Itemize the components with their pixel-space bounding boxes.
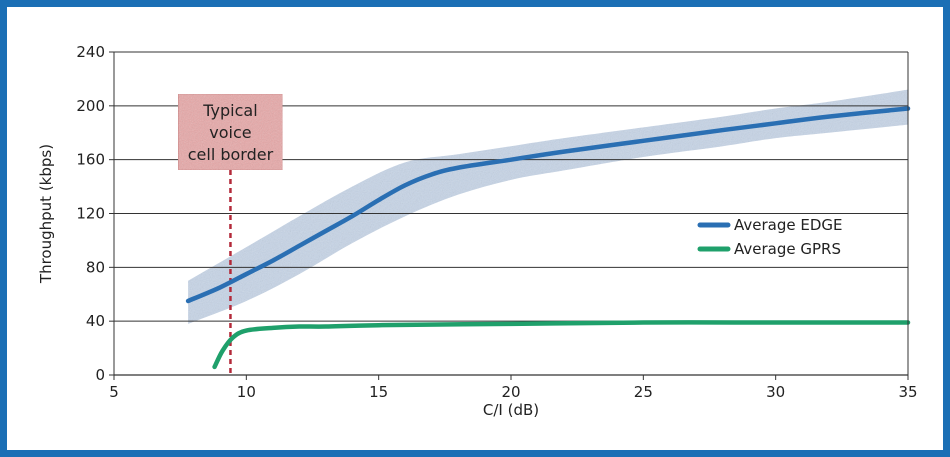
annotation-text-line-2: cell border <box>188 145 274 164</box>
edge-variability-band <box>188 89 908 324</box>
y-tick-label-0: 0 <box>95 366 105 384</box>
annotation-text-line-1: voice <box>209 123 251 142</box>
x-tick-label-10: 10 <box>237 383 256 401</box>
x-tick-label-5: 5 <box>109 383 119 401</box>
y-tick-label-240: 240 <box>76 43 105 61</box>
average-edge-line <box>185 106 911 304</box>
cell-border-annotation: Typical voice cell border <box>177 93 283 375</box>
x-tick-label-20: 20 <box>501 383 520 401</box>
legend-label-average-edge: Average EDGE <box>734 216 843 234</box>
annotation-text-line-0: Typical <box>202 101 257 120</box>
y-tick-label-120: 120 <box>76 205 105 223</box>
y-tick-label-200: 200 <box>76 97 105 115</box>
x-tick-label-35: 35 <box>898 383 917 401</box>
x-tick-label-30: 30 <box>766 383 785 401</box>
y-tick-label-40: 40 <box>86 312 105 330</box>
y-axis-label: Throughput (kbps) <box>37 144 55 284</box>
y-tick-label-80: 80 <box>86 258 105 276</box>
average-gprs-line <box>212 320 911 370</box>
legend-label-average-gprs: Average GPRS <box>734 240 841 258</box>
y-tick-label-160: 160 <box>76 151 105 169</box>
x-tick-label-15: 15 <box>369 383 388 401</box>
x-tick-label-25: 25 <box>634 383 653 401</box>
throughput-chart: Typical voice cell border 0 40 80 120 160 200 24… <box>37 43 918 419</box>
x-axis-label: C/I (dB) <box>483 401 539 419</box>
